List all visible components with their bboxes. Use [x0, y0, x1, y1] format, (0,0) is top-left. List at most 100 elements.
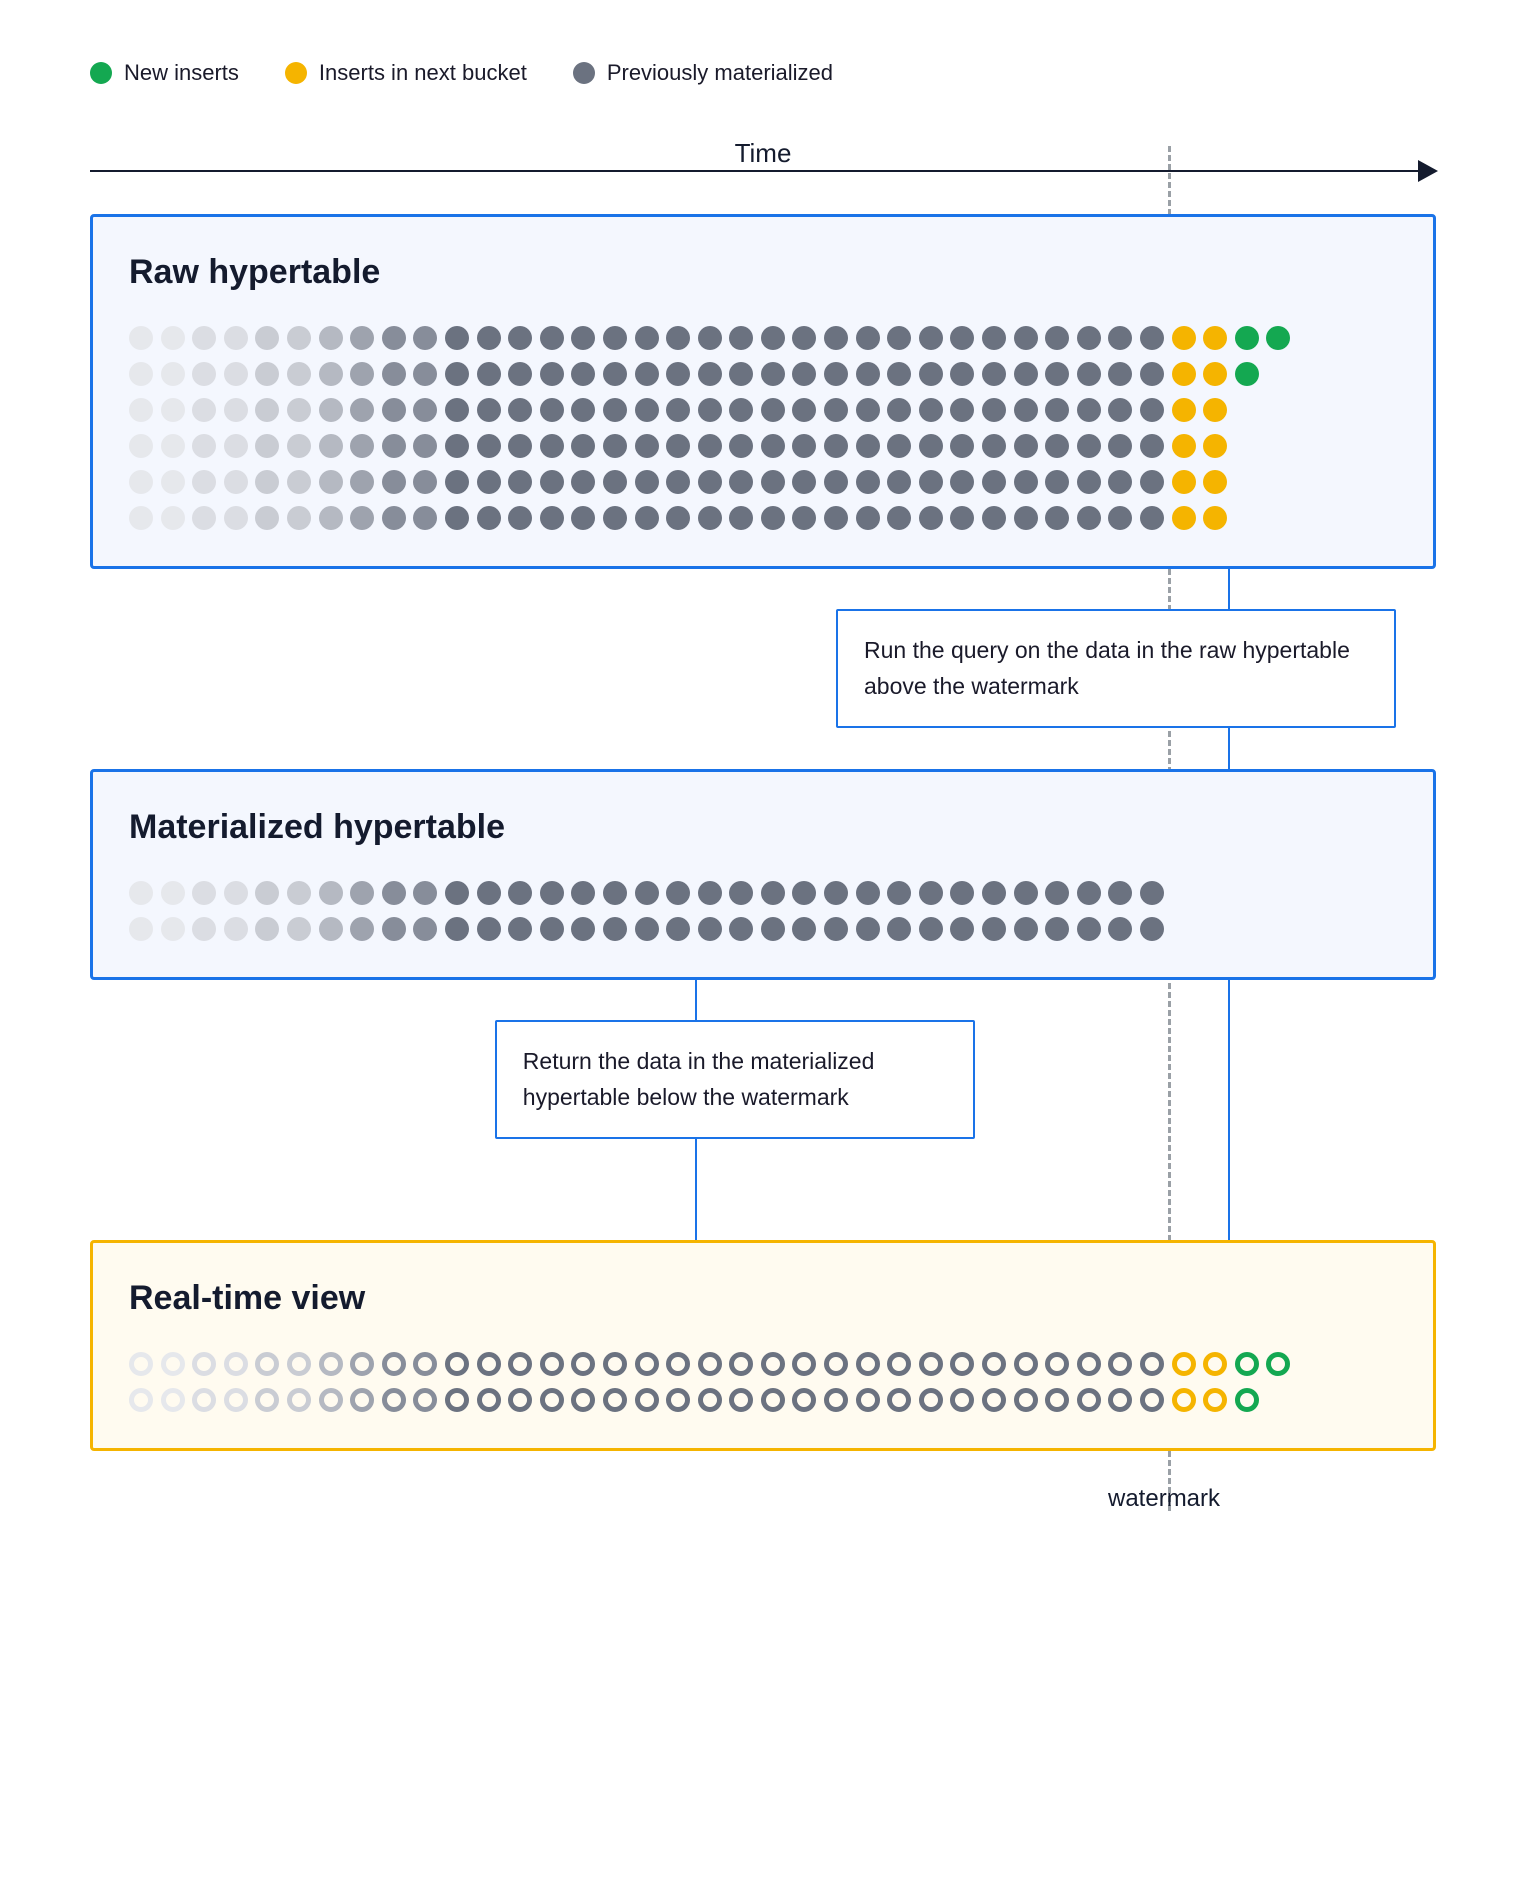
data-dot [1203, 434, 1227, 458]
data-dot [571, 506, 595, 530]
data-dot [445, 1352, 469, 1376]
data-dot [445, 917, 469, 941]
data-dot [129, 917, 153, 941]
data-dot [350, 881, 374, 905]
data-dot [129, 1352, 153, 1376]
data-dot [1108, 1352, 1132, 1376]
data-dot [540, 917, 564, 941]
data-dot [1045, 326, 1069, 350]
data-dot [1203, 326, 1227, 350]
data-dot [950, 398, 974, 422]
data-dot [1172, 434, 1196, 458]
data-dot [603, 917, 627, 941]
data-dot [1108, 1388, 1132, 1412]
data-dot [1077, 470, 1101, 494]
data-dot [255, 506, 279, 530]
data-dot [413, 1352, 437, 1376]
data-dot [887, 470, 911, 494]
data-dot [508, 398, 532, 422]
data-dot [1203, 1388, 1227, 1412]
data-dot [477, 881, 501, 905]
data-dot [382, 470, 406, 494]
data-dot [255, 398, 279, 422]
data-dot [319, 398, 343, 422]
data-dot [761, 917, 785, 941]
data-dot [635, 398, 659, 422]
data-dot [919, 881, 943, 905]
data-dot [445, 326, 469, 350]
data-dot [224, 398, 248, 422]
data-dot [161, 434, 185, 458]
data-dot [287, 506, 311, 530]
data-dot [1077, 434, 1101, 458]
dot-row [129, 362, 1405, 386]
data-dot [603, 1388, 627, 1412]
data-dot [1140, 917, 1164, 941]
data-dot [887, 434, 911, 458]
time-axis-label: Time [735, 138, 792, 169]
data-dot [824, 881, 848, 905]
data-dot [319, 470, 343, 494]
data-dot [287, 470, 311, 494]
data-dot [571, 881, 595, 905]
data-dot [603, 362, 627, 386]
data-dot [698, 326, 722, 350]
dot-row [129, 326, 1405, 350]
data-dot [729, 326, 753, 350]
data-dot [445, 506, 469, 530]
legend-label: Previously materialized [607, 60, 833, 86]
data-dot [224, 881, 248, 905]
data-dot [950, 434, 974, 458]
data-dot [1045, 470, 1069, 494]
data-dot [382, 1352, 406, 1376]
data-dot [1235, 1388, 1259, 1412]
data-dot [1014, 398, 1038, 422]
data-dot [729, 470, 753, 494]
data-dot [982, 1352, 1006, 1376]
data-dot [1140, 881, 1164, 905]
data-dot [982, 434, 1006, 458]
data-dot [413, 398, 437, 422]
data-dot [635, 1388, 659, 1412]
data-dot [192, 1352, 216, 1376]
data-dot [319, 326, 343, 350]
dot-row [129, 1388, 1405, 1412]
data-dot [729, 1352, 753, 1376]
data-dot [761, 434, 785, 458]
data-dot [1077, 506, 1101, 530]
data-dot [824, 917, 848, 941]
data-dot [1108, 881, 1132, 905]
data-dot [635, 434, 659, 458]
data-dot [255, 434, 279, 458]
data-dot [287, 881, 311, 905]
data-dot [792, 326, 816, 350]
dot-row [129, 917, 1405, 941]
data-dot [192, 470, 216, 494]
data-dot [856, 398, 880, 422]
data-dot [950, 506, 974, 530]
data-dot [1235, 362, 1259, 386]
data-dot [445, 434, 469, 458]
data-dot [540, 470, 564, 494]
data-dot [698, 881, 722, 905]
data-dot [224, 917, 248, 941]
data-dot [1172, 1388, 1196, 1412]
legend-item-prev-materialized: Previously materialized [573, 60, 833, 86]
data-dot [982, 326, 1006, 350]
dot-row [129, 881, 1405, 905]
data-dot [635, 881, 659, 905]
data-dot [1045, 398, 1069, 422]
data-dot [287, 434, 311, 458]
data-dot [792, 917, 816, 941]
data-dot [792, 470, 816, 494]
data-dot [413, 506, 437, 530]
data-dot [698, 1352, 722, 1376]
data-dot [161, 506, 185, 530]
data-dot [224, 434, 248, 458]
dot-row [129, 506, 1405, 530]
data-dot [477, 506, 501, 530]
data-dot [1140, 362, 1164, 386]
data-dot [856, 470, 880, 494]
data-dot [761, 1388, 785, 1412]
legend: New inserts Inserts in next bucket Previ… [90, 60, 1436, 86]
